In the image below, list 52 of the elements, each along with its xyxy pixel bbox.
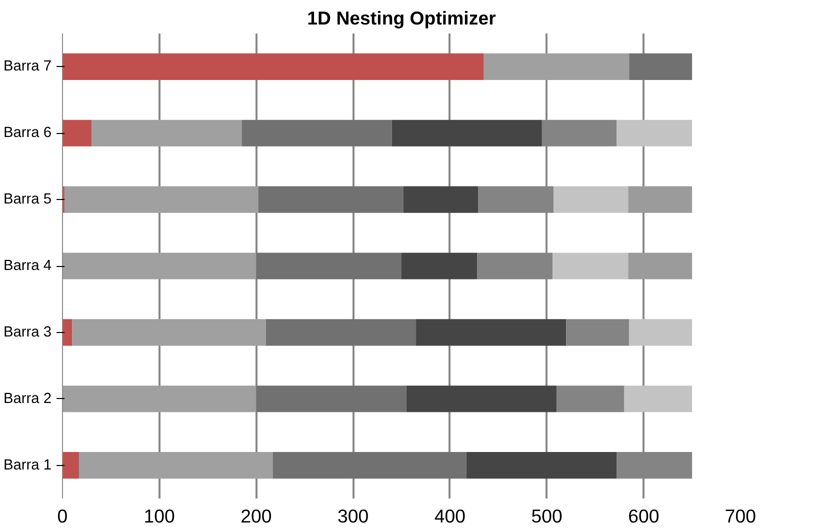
y-tick-label: Barra 1 (3, 457, 52, 474)
bar (272, 452, 466, 479)
y-tick-label: Barra 7 (3, 58, 52, 75)
bar (72, 319, 266, 346)
bar (266, 319, 416, 346)
bar (478, 186, 554, 213)
bar (62, 386, 256, 412)
x-tick-label: 0 (57, 506, 68, 526)
bar (542, 120, 617, 146)
bar (256, 386, 406, 412)
y-tick-label: Barra 2 (3, 390, 52, 407)
bar (616, 120, 692, 146)
bar (629, 53, 692, 80)
bar (64, 186, 258, 213)
y-tick-label: Barra 4 (3, 258, 52, 274)
bar (484, 53, 630, 80)
x-tick-label: 600 (628, 506, 660, 526)
bar (566, 319, 630, 346)
bar (62, 53, 484, 80)
y-tick-label: Barra 5 (3, 192, 52, 208)
bar (402, 252, 478, 280)
bar (403, 186, 478, 213)
bar (392, 120, 542, 146)
bar (624, 386, 692, 412)
bar (62, 319, 72, 346)
bar (62, 120, 92, 146)
bar (628, 186, 692, 213)
x-tick-label: 500 (531, 506, 562, 526)
bar (242, 120, 392, 146)
bar (78, 452, 273, 479)
x-tick-label: 100 (144, 506, 175, 526)
x-tick-label: 200 (240, 506, 272, 526)
bar (629, 319, 692, 346)
bar (552, 252, 628, 280)
bar (416, 319, 566, 346)
chart-title: 1D Nesting Optimizer (307, 8, 496, 28)
bar (258, 186, 404, 213)
bar (406, 386, 556, 412)
bar (556, 386, 624, 412)
bar (62, 452, 79, 479)
y-tick-label: Barra 3 (3, 324, 52, 340)
x-tick-label: 400 (434, 506, 466, 526)
x-tick-label: 700 (724, 506, 756, 526)
bar (554, 186, 628, 213)
bar (466, 452, 617, 479)
bar (62, 252, 256, 280)
bar (477, 252, 553, 280)
x-tick-label: 300 (338, 506, 369, 526)
bar (256, 252, 402, 280)
bar (92, 120, 242, 146)
bar (628, 252, 692, 280)
y-tick-label: Barra 6 (3, 125, 52, 142)
